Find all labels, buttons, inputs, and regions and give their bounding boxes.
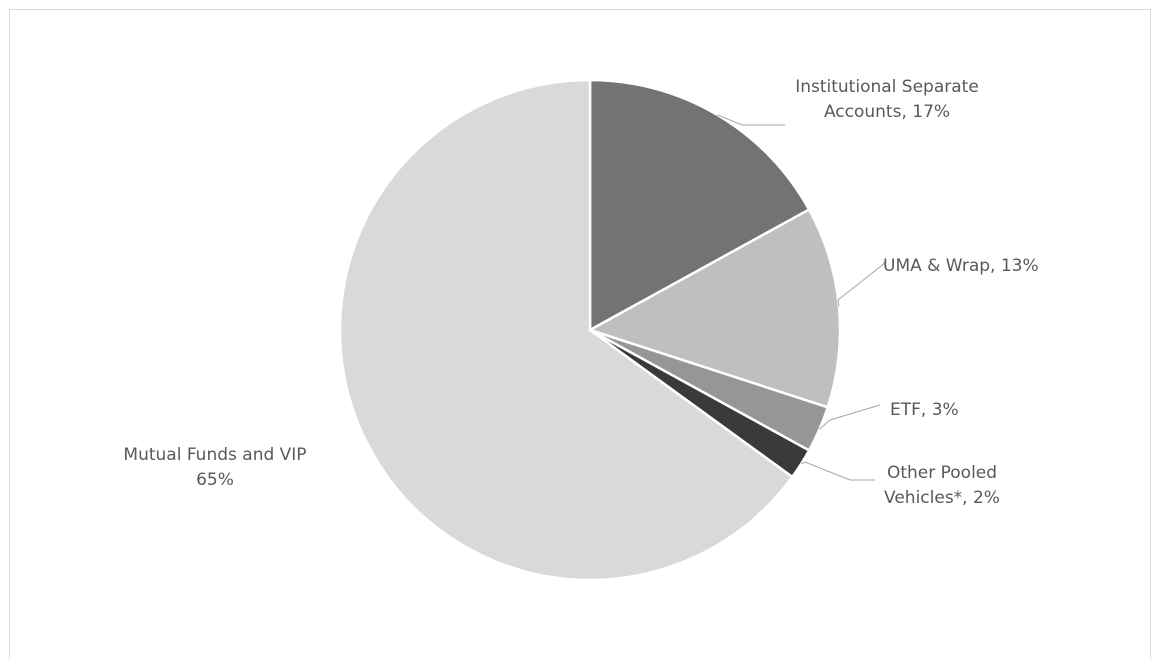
slice-label-0: Institutional Separate Accounts, 17% — [795, 77, 979, 122]
leader-line-0 — [717, 114, 785, 126]
pie-chart: Institutional Separate Accounts, 17% UMA &… — [123, 77, 1039, 582]
slice-label-line: Mutual Funds and VIP — [123, 445, 306, 465]
slice-label-1: UMA & Wrap, 13% — [883, 256, 1039, 276]
slice-label-line: Institutional Separate — [795, 77, 979, 97]
leader-line-2 — [819, 404, 881, 430]
slice-label-line: Accounts, 17% — [824, 102, 950, 122]
pie-slice-4 — [338, 78, 794, 582]
slice-label-line: Other Pooled — [887, 463, 997, 483]
slice-label-line: UMA & Wrap, 13% — [883, 256, 1039, 276]
chart-frame — [9, 9, 1151, 659]
slice-label-3: Other Pooled Vehicles*, 2% — [884, 463, 1000, 508]
pie-slice-1 — [588, 208, 842, 409]
slice-label-line: 65% — [196, 470, 234, 490]
leader-line-1 — [837, 262, 887, 307]
slice-label-2: ETF, 3% — [890, 400, 959, 420]
leader-line-3 — [800, 461, 875, 481]
pie-slice-0 — [588, 78, 811, 332]
slice-label-line: Vehicles*, 2% — [884, 488, 1000, 508]
slice-label-4: Mutual Funds and VIP 65% — [123, 445, 306, 490]
slice-label-line: ETF, 3% — [890, 400, 959, 420]
